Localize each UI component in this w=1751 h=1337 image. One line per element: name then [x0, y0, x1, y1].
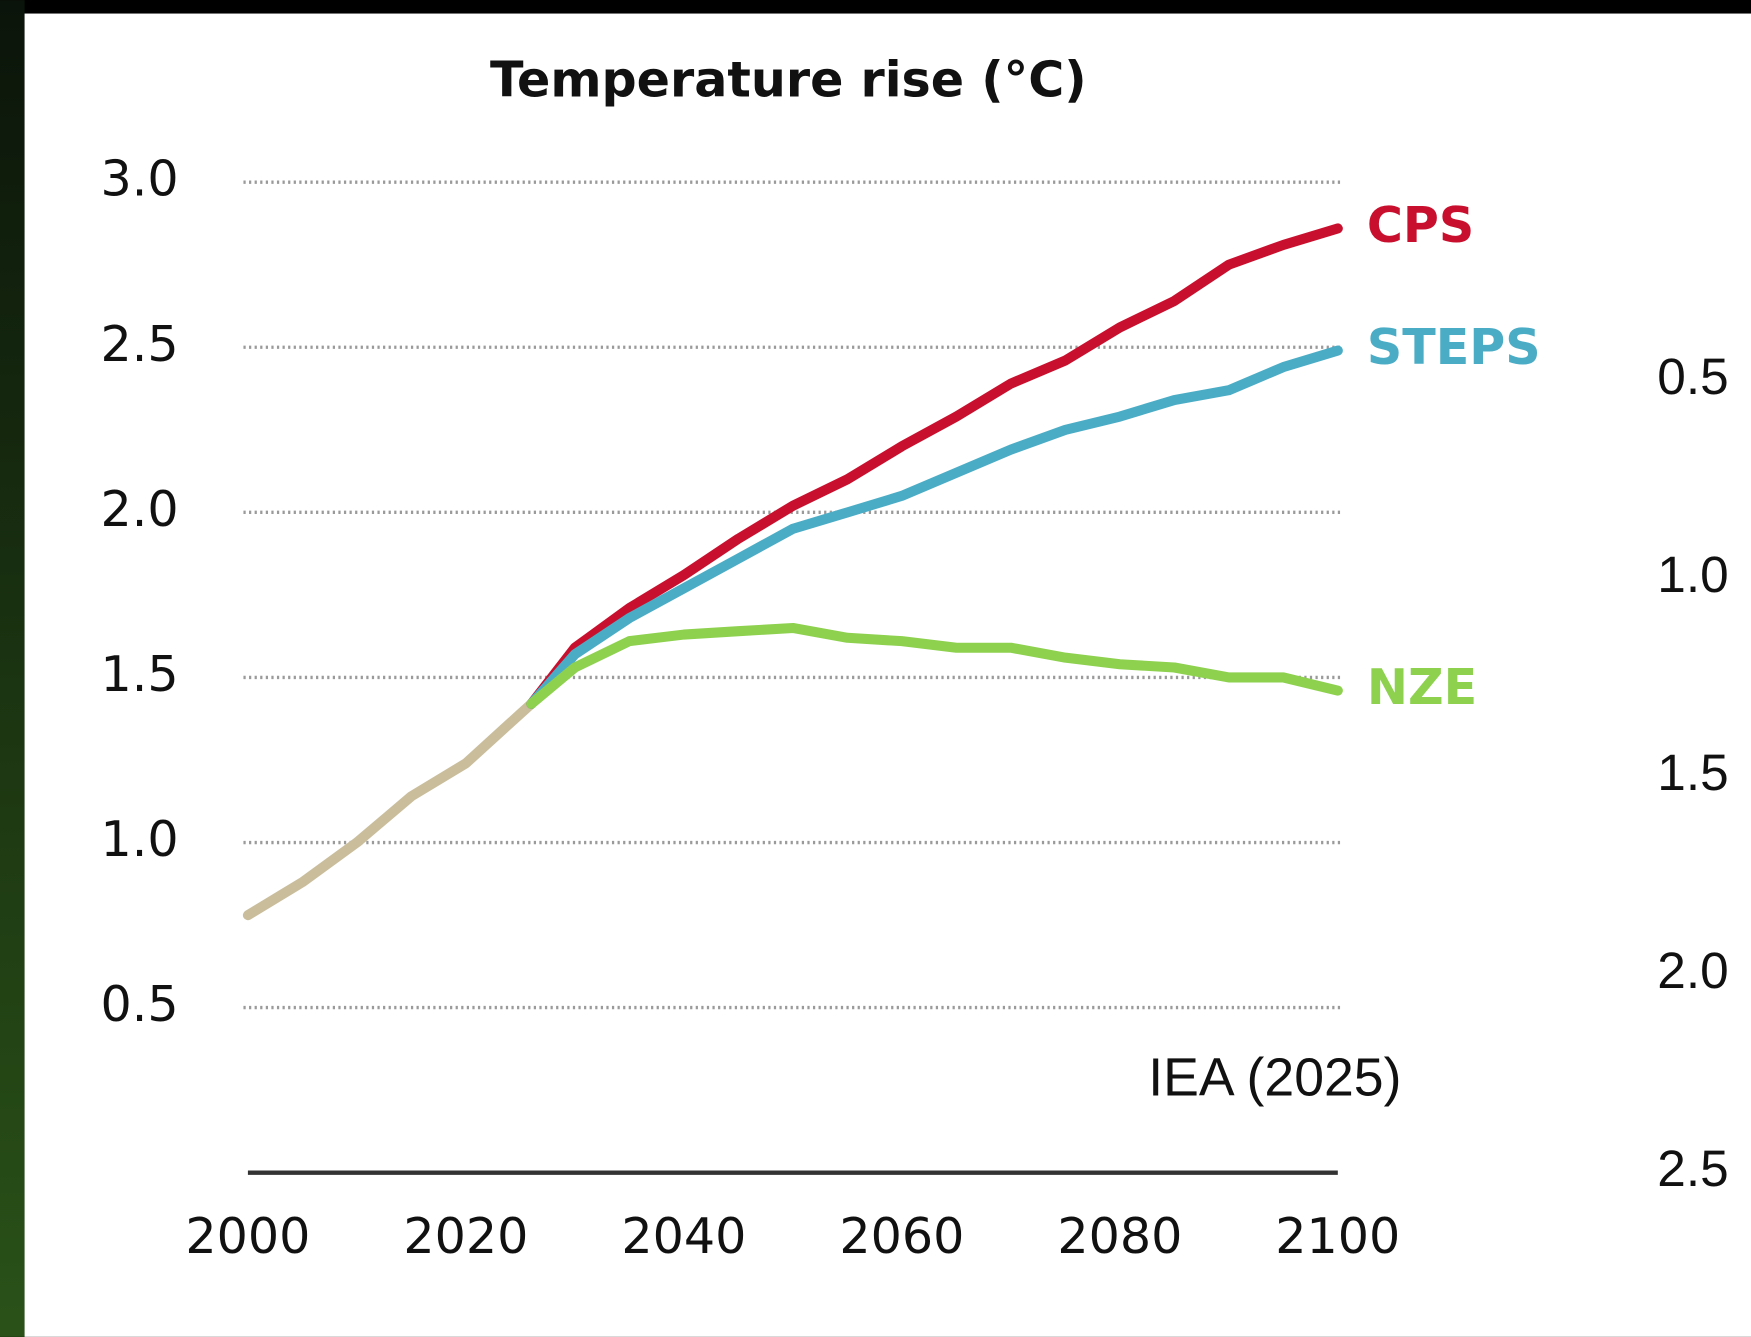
x-tick-label: 2020	[403, 1207, 528, 1265]
y2-tick-label: 0.5	[1657, 348, 1728, 405]
series-label: STEPS	[1367, 318, 1541, 376]
x-tick-label: 2040	[621, 1207, 746, 1265]
x-tick-label: 2060	[839, 1207, 964, 1265]
x-tick-label: 2000	[185, 1207, 310, 1265]
chart-title: Temperature rise (°C)	[490, 50, 1087, 108]
series-line	[242, 698, 537, 921]
y2-tick-label: 1.0	[1657, 546, 1728, 603]
y-tick-label: 2.0	[101, 480, 179, 538]
series-line	[526, 223, 1343, 709]
y2-tick-label: 1.5	[1657, 744, 1728, 801]
series-label: CPS	[1367, 196, 1474, 254]
y-tick-label: 1.0	[101, 810, 179, 868]
y-tick-label: 1.5	[101, 645, 179, 703]
x-tick-label: 2100	[1275, 1207, 1400, 1265]
caption: IEA (2025)	[1148, 1047, 1401, 1107]
y-tick-label: 2.5	[101, 315, 179, 373]
y2-tick-label: 2.5	[1657, 1140, 1728, 1197]
side-strip	[0, 0, 25, 1337]
panel	[24, 13, 1751, 1337]
x-tick-label: 2080	[1057, 1207, 1182, 1265]
series-line	[526, 622, 1343, 709]
series-label: NZE	[1367, 658, 1477, 716]
y2-tick-label: 2.0	[1657, 942, 1728, 999]
y-tick-label: 3.0	[101, 150, 179, 208]
y-tick-label: 0.5	[101, 975, 179, 1033]
series-line	[526, 345, 1343, 709]
